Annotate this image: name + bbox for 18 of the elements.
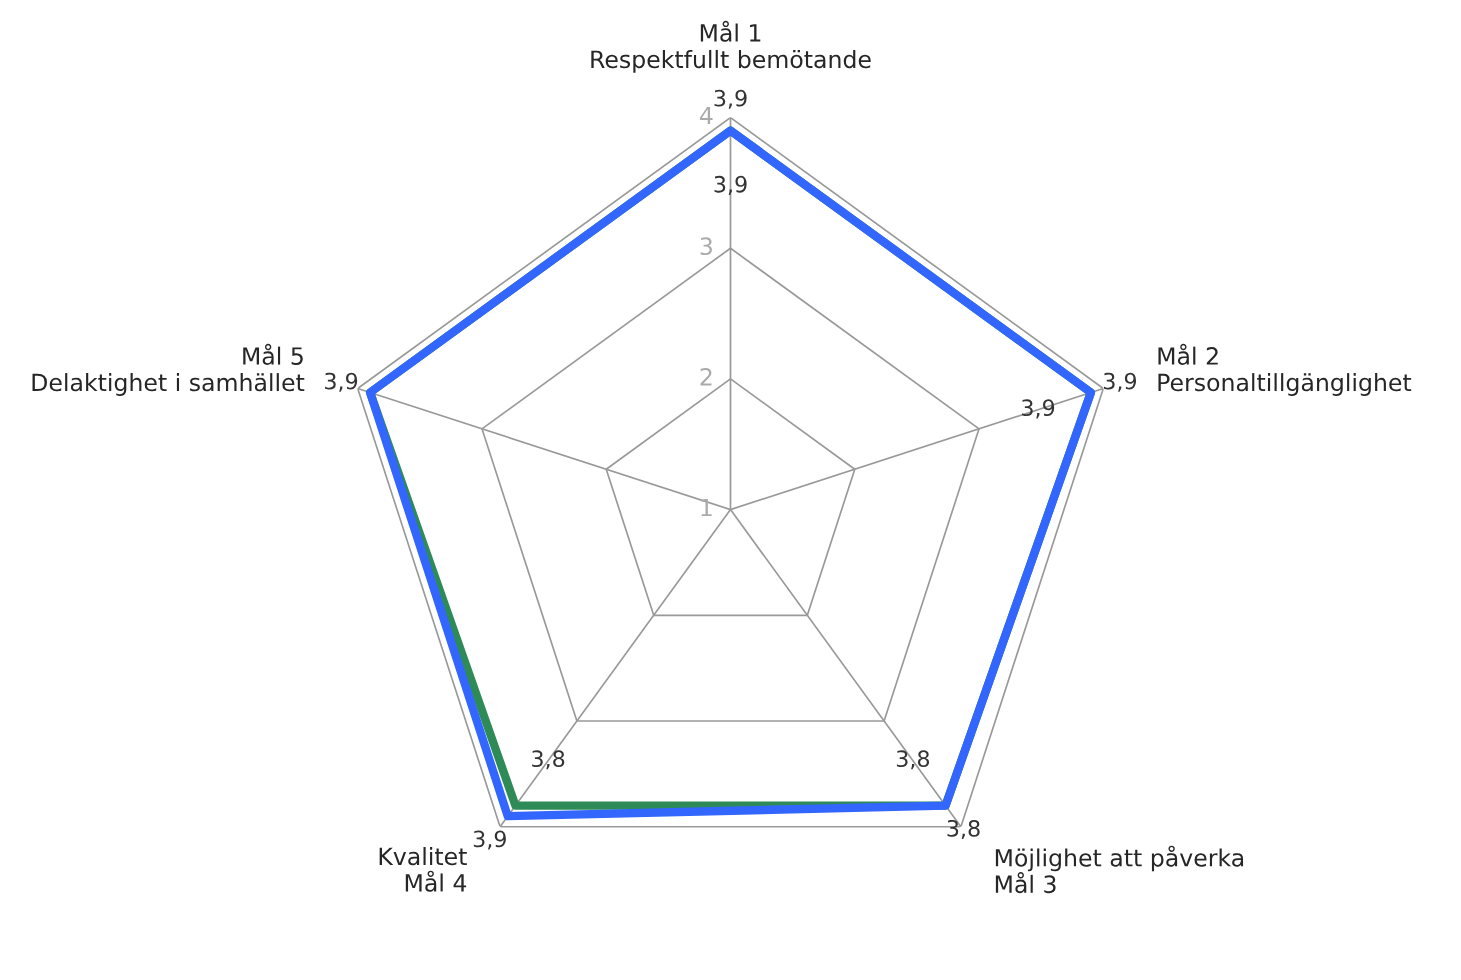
data-label: 3,8 (947, 819, 980, 840)
data-label: 3,8 (532, 750, 565, 770)
data-label: 3,9 (714, 175, 747, 195)
data-label: 3,9 (1022, 399, 1055, 419)
spoke-label: Mål 2 Personaltillgänglighet (1158, 343, 1412, 396)
spoke-label: Mål 1 Respektfullt bemötande (591, 20, 871, 73)
y-tick-label: 3 (700, 237, 712, 256)
data-label: 3,9 (1103, 372, 1137, 392)
data-label: 3,8 (896, 750, 930, 770)
y-tick-label: 1 (701, 498, 712, 517)
spoke-label: Kvalitet Mål 4 (379, 847, 467, 892)
spoke-label: Mål 5 Delaktighet i samhället (32, 343, 305, 396)
y-tick-label: 2 (700, 367, 712, 386)
y-tick-label: 4 (699, 106, 713, 125)
data-label: 3,9 (325, 372, 358, 392)
spoke-label: Möjlighet att påverka Mål 3 (995, 845, 1244, 894)
data-label: 3,9 (714, 89, 747, 109)
data-label: 3,9 (473, 830, 506, 850)
